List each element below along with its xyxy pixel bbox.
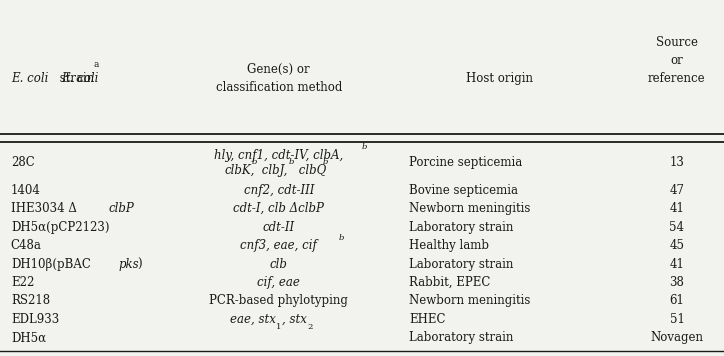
Text: DH5α: DH5α <box>11 331 46 344</box>
Text: a: a <box>93 59 98 69</box>
Text: 1404: 1404 <box>11 184 41 197</box>
Text: PCR-based phylotyping: PCR-based phylotyping <box>209 294 348 308</box>
Text: Novagen: Novagen <box>650 331 704 344</box>
Text: 54: 54 <box>670 221 684 234</box>
Text: ): ) <box>138 258 142 271</box>
Text: Rabbit, EPEC: Rabbit, EPEC <box>409 276 490 289</box>
Text: b: b <box>323 158 329 166</box>
Text: E. coli: E. coli <box>11 72 49 85</box>
Text: clb: clb <box>270 258 287 271</box>
Text: b: b <box>339 234 345 242</box>
Text: 61: 61 <box>670 294 684 308</box>
Text: , stx: , stx <box>282 313 306 326</box>
Text: Host origin: Host origin <box>466 72 533 85</box>
Text: DH5α(pCP2123): DH5α(pCP2123) <box>11 221 109 234</box>
Text: DH10β(pBAC: DH10β(pBAC <box>11 258 90 271</box>
Text: E22: E22 <box>11 276 34 289</box>
Text: Laboratory strain: Laboratory strain <box>409 331 513 344</box>
Text: cdt-II: cdt-II <box>263 221 295 234</box>
Text: cnf3, eae, cif: cnf3, eae, cif <box>240 239 317 252</box>
Text: E. coli: E. coli <box>61 72 98 85</box>
Text: clbQ: clbQ <box>295 163 327 177</box>
Text: clbP: clbP <box>109 202 135 215</box>
Text: 28C: 28C <box>11 156 35 169</box>
Text: 51: 51 <box>670 313 684 326</box>
Text: Source
or
reference: Source or reference <box>648 36 706 85</box>
Text: cnf2, cdt-III: cnf2, cdt-III <box>243 184 314 197</box>
Text: Bovine septicemia: Bovine septicemia <box>409 184 518 197</box>
Text: eae, stx: eae, stx <box>230 313 275 326</box>
Text: Laboratory strain: Laboratory strain <box>409 221 513 234</box>
Text: 13: 13 <box>670 156 684 169</box>
Text: Gene(s) or
classification method: Gene(s) or classification method <box>216 63 342 94</box>
Text: b: b <box>289 158 295 166</box>
Text: cif, eae: cif, eae <box>257 276 300 289</box>
Text: 47: 47 <box>670 184 684 197</box>
Text: 1: 1 <box>276 323 281 331</box>
Text: pks: pks <box>118 258 138 271</box>
Text: strain: strain <box>56 72 94 85</box>
Text: 41: 41 <box>670 202 684 215</box>
Text: 41: 41 <box>670 258 684 271</box>
Text: Healthy lamb: Healthy lamb <box>409 239 489 252</box>
Text: cdt-I, clb ΔclbP: cdt-I, clb ΔclbP <box>233 202 324 215</box>
Text: 38: 38 <box>670 276 684 289</box>
Text: clbJ,: clbJ, <box>258 163 288 177</box>
Text: EHEC: EHEC <box>409 313 445 326</box>
Text: Newborn meningitis: Newborn meningitis <box>409 202 531 215</box>
Text: RS218: RS218 <box>11 294 50 308</box>
Text: 45: 45 <box>670 239 684 252</box>
Text: 2: 2 <box>308 323 313 331</box>
Text: Laboratory strain: Laboratory strain <box>409 258 513 271</box>
Text: b: b <box>252 158 258 166</box>
Text: hly, cnf1, cdt-IV, clbA,: hly, cnf1, cdt-IV, clbA, <box>214 149 343 162</box>
Text: EDL933: EDL933 <box>11 313 59 326</box>
Text: b: b <box>362 143 368 151</box>
Text: Newborn meningitis: Newborn meningitis <box>409 294 531 308</box>
Text: IHE3034 Δ: IHE3034 Δ <box>11 202 77 215</box>
Text: C48a: C48a <box>11 239 42 252</box>
Text: clbK,: clbK, <box>224 163 255 177</box>
Text: Porcine septicemia: Porcine septicemia <box>409 156 522 169</box>
